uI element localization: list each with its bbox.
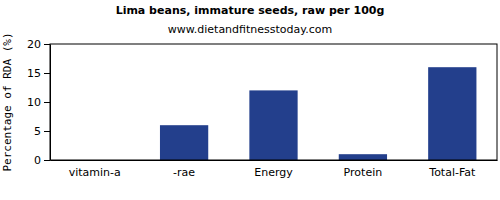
- y-axis-line: [50, 45, 51, 161]
- title: Lima beans, immature seeds, raw per 100g: [116, 4, 385, 17]
- y-axis-title: Percentage of RDA (%): [1, 32, 14, 171]
- x-tick: -rae: [173, 160, 195, 179]
- plot: 0 5 10 15 20 vitamin-a -rae Energy Protein Total-…: [27, 38, 498, 179]
- plot-frame: [50, 44, 497, 160]
- x-axis: vitamin-a -rae Energy Protein Total-Fat: [51, 160, 498, 179]
- y-tick-label: 5: [34, 125, 41, 138]
- x-tick-label: Energy: [254, 166, 293, 179]
- x-axis-line: [51, 160, 498, 161]
- x-tick-label: Protein: [344, 166, 383, 179]
- y-tick: 10: [27, 96, 50, 109]
- bar: [160, 125, 208, 160]
- y-tick-label: 10: [27, 96, 41, 109]
- y-tick: 0: [34, 154, 50, 167]
- y-tick-label: 15: [27, 67, 41, 80]
- x-tick: Energy: [254, 160, 293, 179]
- y-tick-label: 0: [34, 154, 41, 167]
- y-tick-mark: [44, 102, 50, 103]
- x-tick: vitamin-a: [69, 160, 121, 179]
- bar: [249, 90, 297, 160]
- y-tick: 5: [34, 125, 50, 138]
- y-tick-mark: [44, 73, 50, 74]
- y-axis: 0 5 10 15 20: [27, 38, 51, 167]
- subtitle: www.dietandfitnesstoday.com: [168, 23, 332, 36]
- y-tick-label: 20: [27, 38, 41, 51]
- y-tick: 15: [27, 67, 50, 80]
- bars: [160, 67, 476, 160]
- x-tick-label: Total-Fat: [428, 166, 476, 179]
- x-tick: Protein: [344, 160, 383, 179]
- y-tick-mark: [44, 131, 50, 132]
- x-tick: Total-Fat: [428, 160, 476, 179]
- bar: [339, 154, 387, 160]
- x-tick-label: -rae: [173, 166, 195, 179]
- chart: Lima beans, immature seeds, raw per 100g…: [0, 0, 500, 200]
- y-tick: 20: [27, 38, 50, 51]
- y-tick-mark: [44, 44, 50, 45]
- y-tick-mark: [44, 160, 50, 161]
- bar: [428, 67, 476, 160]
- x-tick-label: vitamin-a: [69, 166, 121, 179]
